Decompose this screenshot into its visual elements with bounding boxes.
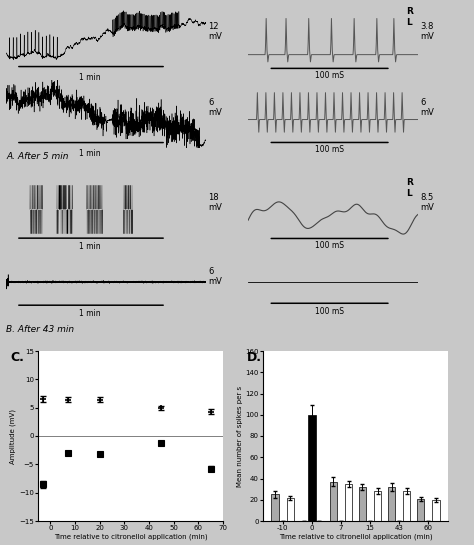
Text: R: R bbox=[406, 7, 413, 16]
Bar bbox=[374, 491, 382, 521]
X-axis label: Time relative to citronellol application (min): Time relative to citronellol application… bbox=[279, 534, 432, 541]
Text: 100 mS: 100 mS bbox=[315, 241, 344, 250]
Text: 6
mV: 6 mV bbox=[420, 98, 434, 117]
Text: 6
mV: 6 mV bbox=[208, 98, 222, 117]
Text: L: L bbox=[406, 189, 412, 198]
Bar bbox=[432, 500, 439, 521]
Y-axis label: Amplitude (mV): Amplitude (mV) bbox=[9, 409, 16, 463]
Text: A. After 5 min: A. After 5 min bbox=[6, 152, 69, 161]
Bar bbox=[403, 491, 410, 521]
Bar bbox=[308, 415, 316, 521]
X-axis label: Time relative to citronellol application (min): Time relative to citronellol application… bbox=[54, 534, 207, 541]
Text: L: L bbox=[406, 19, 412, 27]
Text: 18
mV: 18 mV bbox=[208, 193, 222, 213]
Bar bbox=[359, 487, 366, 521]
Text: 100 mS: 100 mS bbox=[315, 145, 344, 154]
Text: R: R bbox=[406, 178, 413, 187]
Text: 1 min: 1 min bbox=[79, 72, 101, 82]
Bar bbox=[287, 498, 294, 521]
Bar bbox=[417, 499, 424, 521]
Text: D.: D. bbox=[247, 351, 262, 364]
Y-axis label: Mean number of spikes per s: Mean number of spikes per s bbox=[237, 385, 243, 487]
Bar bbox=[345, 484, 352, 521]
Text: C.: C. bbox=[10, 351, 24, 364]
Bar bbox=[272, 494, 279, 521]
Text: 12
mV: 12 mV bbox=[208, 22, 222, 41]
Bar bbox=[388, 487, 395, 521]
Text: 3.8
mV: 3.8 mV bbox=[420, 22, 434, 41]
Bar bbox=[329, 482, 337, 521]
Text: 6
mV: 6 mV bbox=[208, 267, 222, 287]
Text: 8.5
mV: 8.5 mV bbox=[420, 193, 434, 213]
Text: 100 mS: 100 mS bbox=[315, 70, 344, 80]
Text: 1 min: 1 min bbox=[79, 309, 101, 318]
Text: 100 mS: 100 mS bbox=[315, 307, 344, 316]
Text: 1 min: 1 min bbox=[79, 241, 101, 251]
Text: B. After 43 min: B. After 43 min bbox=[6, 325, 74, 334]
Text: 1 min: 1 min bbox=[79, 149, 101, 158]
